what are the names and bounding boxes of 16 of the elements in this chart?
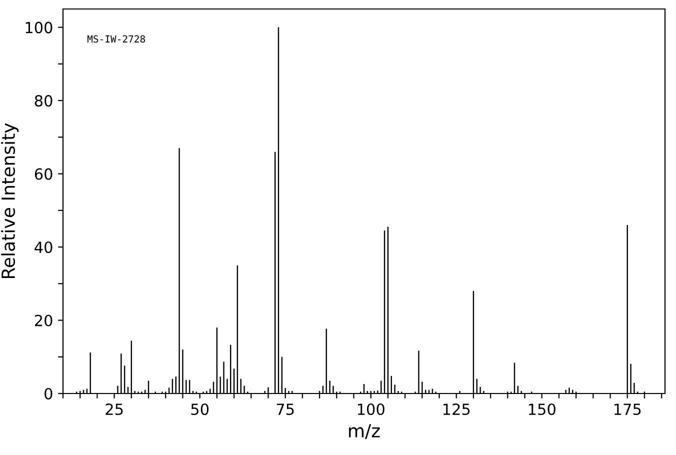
x-tick-label: 175	[614, 404, 641, 416]
x-tick-label: 25	[106, 403, 123, 416]
x-tick-label: 50	[191, 403, 209, 416]
y-axis-title: Relative Intensity	[1, 123, 19, 278]
annotation: MS-IW-2728	[87, 35, 145, 43]
x-tick-label: 125	[443, 403, 470, 416]
y-tick-label: 100	[26, 22, 52, 34]
x-tick-label: 100	[358, 403, 384, 416]
x-tick-label: 75	[276, 404, 294, 416]
y-tick-label: 0	[44, 388, 52, 400]
y-tick-label: 20	[34, 314, 52, 326]
x-tick-label: 150	[528, 403, 556, 416]
y-tick-label: 60	[34, 168, 52, 180]
y-tick-label: 80	[34, 95, 52, 107]
x-axis-title: m/z	[349, 424, 380, 439]
y-tick-label: 40	[34, 241, 52, 254]
